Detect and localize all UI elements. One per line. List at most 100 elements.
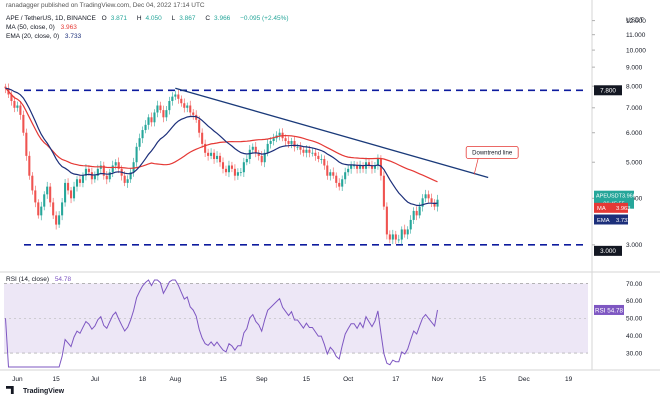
time-tick-label: Aug [170, 376, 182, 383]
candle-body [165, 110, 168, 118]
rsi-tick-label: 60.00 [626, 298, 643, 305]
time-tick-label: 15 [303, 376, 311, 383]
candle-body [174, 94, 177, 97]
candle-body [233, 168, 236, 176]
ma-legend[interactable]: MA (50, close, 0) 3.963 [6, 24, 81, 31]
price-label-name: APEUSDT [596, 194, 623, 200]
ema20-line [5, 87, 438, 207]
candle-body [43, 194, 46, 207]
candle-body [117, 162, 120, 169]
rsi-label-box [594, 304, 624, 315]
time-tick-label: 18 [139, 376, 147, 383]
candle-body [201, 132, 204, 144]
candle-body [22, 114, 25, 133]
candle-body [382, 175, 385, 207]
candle-body [69, 190, 73, 199]
candle-body [215, 155, 219, 160]
candle-body [326, 165, 329, 176]
high-value: 4.050 [145, 15, 162, 22]
candle-body [427, 194, 430, 199]
candle-body [141, 130, 144, 139]
candle-body [347, 168, 350, 173]
candle-body [49, 186, 52, 203]
candle-body [10, 94, 13, 102]
high-label: H [136, 15, 142, 22]
price-label-box [594, 85, 622, 96]
candle-body [370, 165, 374, 169]
candle-body [230, 165, 233, 169]
candle-body [28, 155, 31, 176]
candle-body [40, 206, 43, 216]
price-tick-label: 8.000 [626, 83, 643, 90]
candle-body [13, 101, 16, 108]
candle-body [210, 152, 213, 156]
candle-body [72, 186, 76, 199]
tradingview-logo-icon [6, 386, 14, 394]
price-label-box [594, 214, 628, 225]
candle-body [78, 179, 82, 183]
candle-body [356, 165, 359, 169]
candle-body [257, 152, 260, 156]
candle-body [153, 112, 156, 123]
candle-body [317, 155, 320, 160]
candle-body [403, 229, 406, 235]
time-tick-label: Oct [343, 376, 353, 383]
candle-body [183, 103, 186, 108]
rsi-line [5, 279, 438, 368]
low-value: 3.867 [179, 15, 196, 22]
candle-body [132, 162, 135, 173]
ma50-line [5, 87, 438, 183]
annotation-pointer [473, 158, 479, 175]
candle-body [397, 239, 400, 241]
candle-body [245, 159, 248, 163]
time-tick-label: 17 [392, 376, 400, 383]
ohlc-header: APE / TetherUS, 1D, BINANCE O 3.871 H 4.05… [6, 15, 293, 22]
candle-body [287, 141, 290, 144]
time-tick-label: Sep [256, 376, 268, 383]
candle-body [177, 94, 180, 99]
candle-body [67, 182, 70, 191]
candle-body [329, 172, 332, 176]
time-tick-label: 19 [565, 376, 573, 383]
time-tick-label: Jun [12, 376, 23, 383]
tradingview-logo-text: TradingView [23, 388, 65, 395]
candle-body [406, 229, 409, 235]
close-label: C [205, 15, 211, 22]
price-label-box [594, 202, 628, 213]
candle-body [61, 202, 64, 216]
rsi-tick-label: 40.00 [626, 333, 643, 340]
candle-body [46, 186, 49, 195]
price-tick-label: 7.000 [626, 105, 643, 112]
ema-legend[interactable]: EMA (20, close, 0) 3.733 [6, 33, 85, 40]
ema-legend-value: 3.733 [64, 33, 82, 40]
candle-body [111, 165, 114, 173]
candle-body [135, 146, 138, 163]
candle-body [171, 96, 174, 102]
candle-body [359, 165, 362, 169]
candle-body [260, 155, 263, 163]
candle-body [335, 175, 338, 183]
candle-body [412, 210, 415, 220]
candle-body [236, 172, 239, 176]
candle-body [242, 162, 245, 173]
candle-body [221, 162, 225, 169]
time-tick-label: 15 [479, 376, 487, 383]
candle-body [394, 234, 397, 240]
candle-body [227, 165, 231, 173]
candle-body [84, 168, 87, 176]
candle-body [367, 162, 371, 166]
tradingview-logo[interactable]: TradingView [6, 386, 64, 395]
candle-body [168, 101, 171, 111]
candle-body [138, 138, 141, 147]
downtrend-line [175, 87, 489, 179]
symbol-label: APE / TetherUS, 1D, BINANCE [6, 15, 96, 22]
candle-body [254, 146, 257, 153]
candle-body [159, 105, 162, 111]
candle-body [344, 172, 347, 180]
rsi-legend[interactable]: RSI (14, close) 54.78 [6, 276, 75, 283]
price-tick-label: 11.000 [626, 32, 646, 39]
candle-body [102, 165, 105, 176]
candle-body [64, 182, 67, 203]
rsi-tick-label: 30.00 [626, 350, 643, 357]
